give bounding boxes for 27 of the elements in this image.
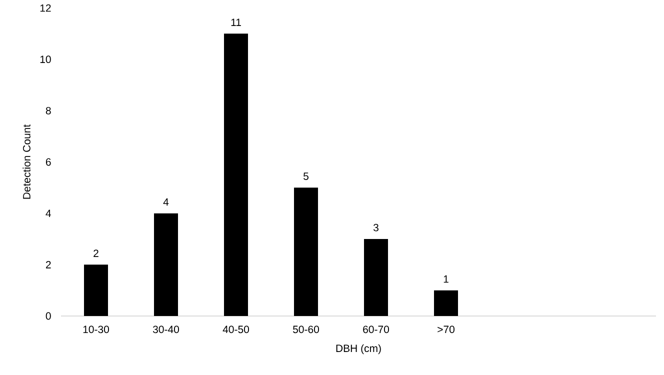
x-tick-label: >70 [438, 326, 454, 334]
data-label: 5 [304, 172, 308, 180]
bar [154, 213, 178, 316]
bar [364, 239, 388, 316]
data-label: 1 [444, 275, 448, 283]
x-tick-label: 10-30 [83, 326, 110, 334]
bar [224, 34, 248, 316]
y-axis-title: Detection Count [22, 124, 30, 199]
y-tick-label: 4 [46, 210, 51, 217]
y-tick-label: 10 [40, 56, 51, 64]
data-label: 4 [163, 198, 169, 206]
y-tick-label: 6 [46, 158, 51, 166]
x-axis-title: DBH (cm) [336, 344, 381, 354]
data-label: 11 [231, 18, 241, 26]
y-tick-label: 8 [46, 106, 51, 114]
bar [84, 264, 108, 316]
data-label: 3 [373, 224, 378, 232]
bar [294, 188, 318, 316]
bar [434, 290, 458, 316]
y-tick-label: 2 [46, 261, 51, 268]
x-tick-label: 30-40 [152, 326, 180, 334]
x-tick-label: 60-70 [363, 326, 390, 334]
y-tick-label: 0 [46, 312, 51, 320]
x-tick-label: 50-60 [292, 326, 320, 334]
y-tick-label: 12 [40, 4, 51, 12]
data-label: 2 [94, 250, 98, 257]
x-tick-label: 40-50 [222, 326, 250, 334]
